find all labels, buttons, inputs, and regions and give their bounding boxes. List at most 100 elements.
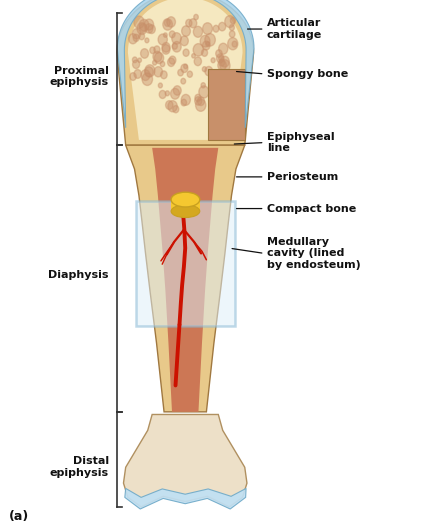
Circle shape bbox=[229, 31, 235, 37]
Circle shape bbox=[213, 25, 219, 32]
Circle shape bbox=[159, 90, 166, 99]
Circle shape bbox=[161, 71, 167, 79]
Circle shape bbox=[202, 67, 206, 72]
Circle shape bbox=[154, 46, 160, 53]
Circle shape bbox=[220, 60, 230, 72]
Circle shape bbox=[133, 34, 139, 42]
Circle shape bbox=[181, 78, 186, 84]
Circle shape bbox=[168, 58, 175, 67]
Circle shape bbox=[172, 33, 181, 44]
Polygon shape bbox=[208, 69, 245, 140]
Circle shape bbox=[182, 26, 191, 36]
Text: Diaphysis: Diaphysis bbox=[49, 270, 109, 279]
Circle shape bbox=[145, 24, 153, 33]
Circle shape bbox=[165, 91, 169, 96]
Circle shape bbox=[180, 36, 188, 46]
Circle shape bbox=[141, 49, 149, 58]
Circle shape bbox=[162, 44, 170, 54]
Polygon shape bbox=[128, 0, 243, 140]
Circle shape bbox=[160, 61, 165, 67]
Circle shape bbox=[219, 22, 226, 31]
Polygon shape bbox=[123, 414, 247, 507]
Circle shape bbox=[142, 73, 153, 86]
Circle shape bbox=[218, 60, 226, 70]
Circle shape bbox=[154, 67, 163, 77]
Circle shape bbox=[203, 23, 213, 34]
Circle shape bbox=[173, 106, 179, 113]
Circle shape bbox=[195, 95, 201, 101]
Circle shape bbox=[163, 18, 172, 30]
Circle shape bbox=[172, 42, 181, 52]
Circle shape bbox=[183, 49, 189, 56]
Ellipse shape bbox=[171, 192, 200, 207]
Circle shape bbox=[132, 29, 141, 39]
Circle shape bbox=[193, 44, 204, 56]
Circle shape bbox=[139, 24, 146, 32]
Circle shape bbox=[232, 41, 237, 47]
Circle shape bbox=[223, 81, 234, 93]
Circle shape bbox=[216, 50, 222, 58]
Text: Periosteum: Periosteum bbox=[267, 172, 338, 182]
Circle shape bbox=[225, 16, 235, 27]
Circle shape bbox=[205, 33, 215, 46]
Circle shape bbox=[162, 42, 170, 52]
Circle shape bbox=[178, 69, 183, 76]
Polygon shape bbox=[117, 0, 254, 128]
Circle shape bbox=[228, 37, 238, 50]
Polygon shape bbox=[125, 488, 246, 509]
Circle shape bbox=[187, 71, 192, 77]
Circle shape bbox=[181, 64, 188, 72]
Circle shape bbox=[164, 20, 170, 26]
Circle shape bbox=[158, 83, 162, 88]
Circle shape bbox=[217, 54, 224, 63]
Circle shape bbox=[130, 73, 136, 80]
Circle shape bbox=[198, 97, 205, 106]
Circle shape bbox=[167, 17, 176, 27]
Circle shape bbox=[169, 56, 176, 64]
Circle shape bbox=[164, 33, 167, 37]
Circle shape bbox=[211, 58, 215, 63]
Circle shape bbox=[138, 58, 142, 62]
Circle shape bbox=[199, 86, 209, 98]
Circle shape bbox=[144, 19, 153, 30]
Text: Distal
epiphysis: Distal epiphysis bbox=[50, 457, 109, 478]
Circle shape bbox=[194, 14, 198, 20]
Text: Proximal
epiphysis: Proximal epiphysis bbox=[50, 66, 109, 87]
Polygon shape bbox=[152, 148, 218, 412]
Circle shape bbox=[205, 67, 213, 76]
Circle shape bbox=[194, 57, 202, 65]
Text: Medullary
cavity (lined
by endosteum): Medullary cavity (lined by endosteum) bbox=[267, 237, 361, 270]
Circle shape bbox=[153, 51, 162, 62]
Circle shape bbox=[150, 47, 155, 53]
Circle shape bbox=[183, 64, 187, 69]
Circle shape bbox=[230, 17, 235, 24]
Text: Spongy bone: Spongy bone bbox=[267, 69, 348, 79]
Circle shape bbox=[222, 79, 226, 84]
Text: Articular
cartilage: Articular cartilage bbox=[267, 18, 322, 40]
Polygon shape bbox=[126, 145, 245, 412]
Circle shape bbox=[200, 35, 210, 47]
Circle shape bbox=[193, 26, 202, 37]
Polygon shape bbox=[171, 200, 200, 211]
Circle shape bbox=[132, 57, 137, 63]
Circle shape bbox=[171, 88, 179, 99]
Circle shape bbox=[201, 83, 206, 88]
Polygon shape bbox=[117, 0, 254, 145]
Circle shape bbox=[145, 38, 149, 43]
Circle shape bbox=[139, 33, 145, 40]
Circle shape bbox=[129, 34, 137, 44]
Circle shape bbox=[181, 99, 187, 106]
Circle shape bbox=[145, 67, 153, 77]
Circle shape bbox=[192, 54, 195, 58]
Circle shape bbox=[202, 49, 208, 56]
FancyBboxPatch shape bbox=[136, 201, 235, 326]
Circle shape bbox=[153, 60, 157, 65]
Circle shape bbox=[139, 20, 149, 31]
Circle shape bbox=[154, 52, 164, 63]
Circle shape bbox=[229, 25, 234, 31]
Circle shape bbox=[137, 23, 147, 34]
Circle shape bbox=[186, 20, 192, 27]
Circle shape bbox=[219, 43, 228, 54]
Circle shape bbox=[220, 56, 229, 67]
Circle shape bbox=[165, 101, 173, 109]
